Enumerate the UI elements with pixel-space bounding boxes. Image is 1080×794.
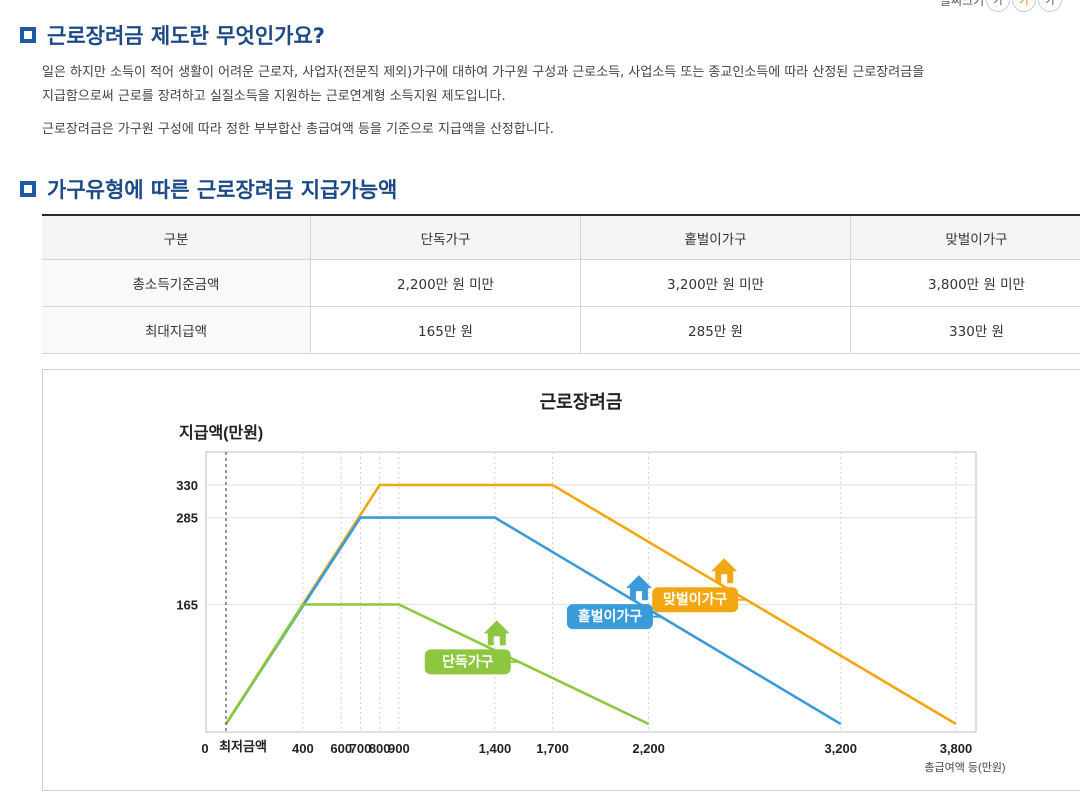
y-tick-label: 285 (176, 511, 198, 526)
table-header-row: 구분 단독가구 홑벌이가구 맞벌이가구 (42, 215, 1080, 260)
section-title: 근로장려금 제도란 무엇인가요? (47, 20, 325, 50)
table-cell: 285만 원 (581, 307, 851, 354)
x-tick-label: 400 (292, 741, 314, 756)
plot-area (206, 452, 976, 732)
table-cell: 2,200만 원 미만 (311, 260, 581, 307)
table-row: 총소득기준금액 2,200만 원 미만 3,200만 원 미만 3,800만 원… (42, 260, 1080, 307)
table-cell: 165만 원 (311, 307, 581, 354)
font-size-controls: 글씨크기 가 가 가 (940, 0, 1062, 12)
criteria-paragraph: 근로장려금은 가구원 구성에 따라 정한 부부합산 총급여액 등을 기준으로 지… (42, 118, 554, 142)
x-tick-label: 3,800 (940, 741, 973, 756)
table-cell: 330만 원 (851, 307, 1080, 354)
section-heading-amounts: 가구유형에 따른 근로장려금 지급가능액 (20, 174, 397, 204)
legend-label: 단독가구 (442, 653, 494, 669)
x-tick-label: 3,200 (824, 741, 857, 756)
chart-title: 근로장려금 (540, 392, 623, 412)
y-tick-label: 330 (176, 478, 198, 493)
section-title: 가구유형에 따른 근로장려금 지급가능액 (47, 174, 397, 204)
benefit-table: 구분 단독가구 홑벌이가구 맞벌이가구 총소득기준금액 2,200만 원 미만 … (42, 214, 1080, 354)
row-header-cell: 최대지급액 (42, 307, 311, 354)
y-tick-label: 165 (176, 598, 198, 613)
table-header-cell: 맞벌이가구 (851, 215, 1080, 260)
intro-line-1: 일은 하지만 소득이 적어 생활이 어려운 근로자, 사업자(전문직 제외)가구… (42, 61, 924, 85)
house-door (494, 636, 500, 645)
y-axis-label: 지급액(만원) (179, 423, 263, 442)
house-door (636, 591, 642, 600)
origin-label: 0 (201, 741, 208, 756)
row-header-cell: 총소득기준금액 (42, 260, 311, 307)
font-size-small-button[interactable]: 가 (986, 0, 1010, 12)
table-cell: 3,800만 원 미만 (851, 260, 1080, 307)
table-row: 최대지급액 165만 원 285만 원 330만 원 (42, 307, 1080, 354)
legend-label: 맞벌이가구 (663, 591, 728, 607)
x-axis-label: 총급여액 등(만원) (924, 761, 1005, 774)
x-tick-label: 1,400 (479, 741, 512, 756)
font-size-medium-button[interactable]: 가 (1012, 0, 1036, 12)
section-heading-what-is: 근로장려금 제도란 무엇인가요? (20, 20, 325, 50)
table-header-cell: 홑벌이가구 (581, 215, 851, 260)
square-bullet-icon (20, 181, 36, 197)
x-tick-label: 1,700 (536, 741, 569, 756)
min-wage-label: 최저금액 (219, 739, 267, 754)
house-door (721, 574, 727, 583)
legend-label: 홑벌이가구 (578, 608, 643, 624)
table-header-cell: 구분 (42, 215, 311, 260)
x-tick-label: 2,200 (632, 741, 665, 756)
font-size-large-button[interactable]: 가 (1038, 0, 1062, 12)
intro-paragraph: 일은 하지만 소득이 적어 생활이 어려운 근로자, 사업자(전문직 제외)가구… (42, 61, 924, 109)
x-tick-label: 900 (388, 741, 410, 756)
font-size-label: 글씨크기 (940, 0, 984, 9)
square-bullet-icon (20, 27, 36, 43)
table-header-cell: 단독가구 (311, 215, 581, 260)
table-cell: 3,200만 원 미만 (581, 260, 851, 307)
intro-line-2: 지급함으로써 근로를 장려하고 실질소득을 지원하는 근로연계형 소득지원 제도… (42, 85, 924, 109)
